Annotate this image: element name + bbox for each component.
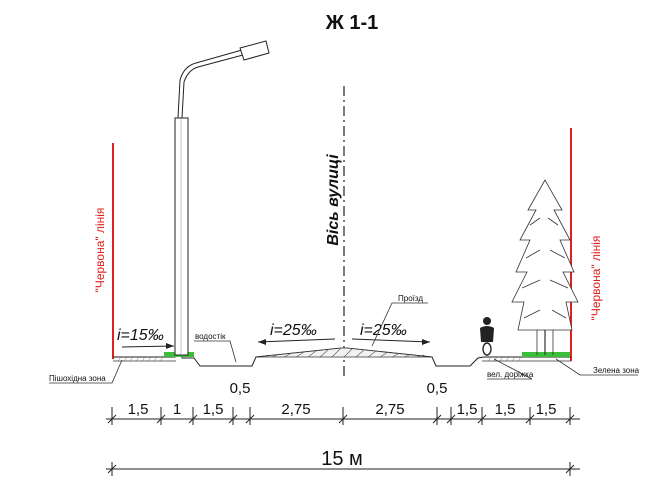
callout-drain: водостік bbox=[195, 332, 226, 341]
callout-driveway-leader bbox=[371, 302, 428, 347]
dim-9: 1,5 bbox=[495, 401, 516, 418]
cyclist-icon bbox=[480, 317, 494, 356]
slope-arrow-sidewalk bbox=[121, 343, 175, 349]
dim-6: 2,75 bbox=[375, 401, 404, 418]
callout-drain-leader bbox=[194, 340, 237, 363]
sidewalk-hatching bbox=[117, 356, 522, 362]
red-line-label-right: "Червона" лінія bbox=[589, 236, 603, 321]
callout-bike-path: вел. доріжка bbox=[487, 370, 534, 379]
section-title: Ж 1-1 bbox=[325, 12, 379, 34]
callout-pedestrian-zone: Пішохідна зона bbox=[49, 374, 106, 383]
dimension-line bbox=[106, 407, 580, 425]
dim-10: 1,5 bbox=[536, 401, 557, 418]
red-line-label-left: "Червона" лінія bbox=[93, 208, 107, 293]
slope-arrow-road-right bbox=[351, 338, 431, 345]
slope-label-road-right: i=25‰ bbox=[360, 322, 407, 339]
slope-label-sidewalk: i=15‰ bbox=[117, 327, 164, 344]
dim-7: 0,5 bbox=[427, 380, 448, 397]
dim-2: 1 bbox=[173, 401, 181, 418]
total-dimension-line bbox=[106, 462, 580, 476]
tree bbox=[511, 179, 579, 355]
street-axis-label: Вісь вулиці bbox=[325, 154, 342, 246]
callout-driveway: Проїзд bbox=[398, 294, 423, 303]
dim-4: 0,5 bbox=[230, 380, 251, 397]
dim-5: 2,75 bbox=[281, 401, 310, 418]
street-lamp bbox=[174, 40, 270, 356]
callout-green-zone: Зелена зона bbox=[593, 366, 640, 375]
callout-bike-leader bbox=[487, 358, 533, 380]
dimension-labels: 1,5 1 1,5 0,5 2,75 2,75 0,5 1,5 1,5 1,5 bbox=[128, 380, 557, 418]
slope-arrow-road-left bbox=[257, 338, 336, 345]
callout-pedestrian-leader bbox=[49, 359, 123, 384]
total-width-label: 15 м bbox=[321, 448, 363, 470]
roadway-hatching bbox=[255, 347, 433, 358]
dim-8: 1,5 bbox=[457, 401, 478, 418]
slope-label-road-left: i=25‰ bbox=[270, 322, 317, 339]
callout-green-leader bbox=[555, 358, 638, 376]
grass-strip-right bbox=[522, 352, 570, 357]
dim-1: 1,5 bbox=[128, 401, 149, 418]
dim-3: 1,5 bbox=[203, 401, 224, 418]
